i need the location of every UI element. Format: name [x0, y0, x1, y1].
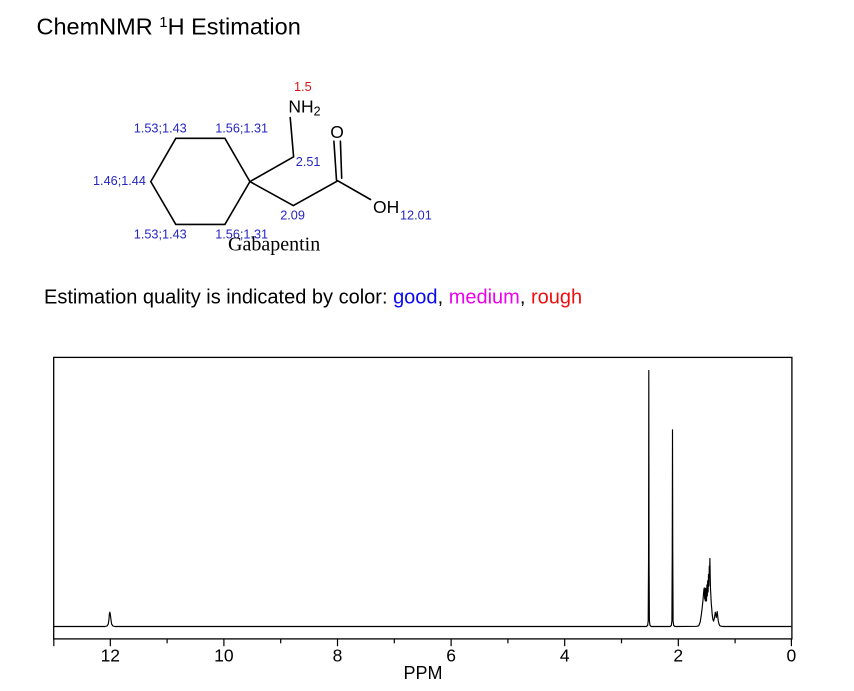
- svg-text:Gabapentin: Gabapentin: [228, 234, 320, 256]
- svg-text:1.53;1.43: 1.53;1.43: [134, 122, 187, 136]
- svg-text:1.5: 1.5: [294, 80, 312, 94]
- svg-text:8: 8: [333, 646, 343, 666]
- svg-text:12.01: 12.01: [400, 209, 432, 223]
- svg-text:1.56;1.31: 1.56;1.31: [215, 228, 268, 242]
- svg-text:12: 12: [101, 646, 120, 666]
- svg-text:1.53;1.43: 1.53;1.43: [134, 228, 187, 242]
- svg-text:2.09: 2.09: [280, 209, 305, 223]
- svg-text:1.46;1.44: 1.46;1.44: [93, 174, 146, 188]
- svg-text:1.56;1.31: 1.56;1.31: [215, 122, 268, 136]
- svg-text:PPM: PPM: [403, 663, 442, 683]
- svg-text:2: 2: [673, 646, 683, 666]
- svg-text:2.51: 2.51: [296, 155, 321, 169]
- svg-text:6: 6: [446, 646, 456, 666]
- svg-text:10: 10: [214, 646, 234, 666]
- svg-text:OH: OH: [373, 197, 399, 217]
- svg-text:NH2: NH2: [288, 97, 320, 119]
- svg-text:O: O: [330, 122, 344, 142]
- svg-text:0: 0: [787, 646, 797, 666]
- svg-text:Estimation quality is indicate: Estimation quality is indicated by color…: [44, 287, 582, 309]
- svg-text:4: 4: [560, 646, 570, 666]
- svg-text:ChemNMR 1H Estimation: ChemNMR 1H Estimation: [37, 13, 301, 39]
